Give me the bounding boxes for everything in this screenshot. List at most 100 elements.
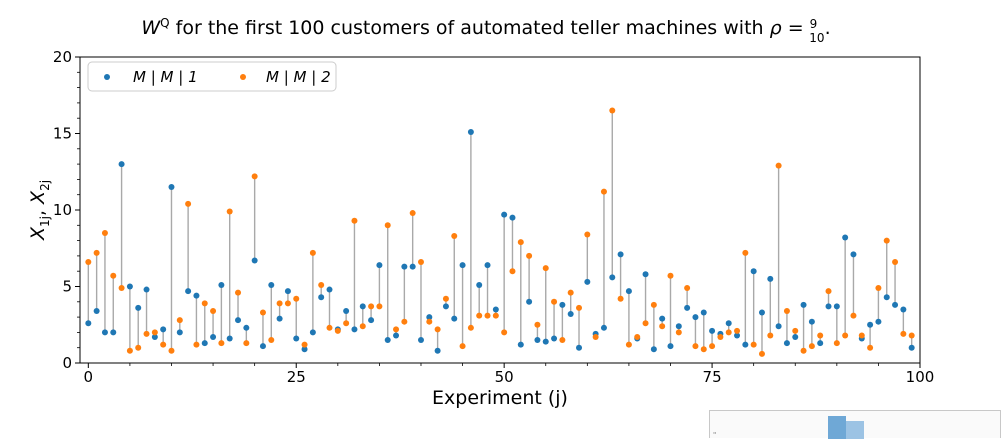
point-mm2	[559, 337, 566, 344]
point-mm1	[734, 332, 741, 339]
point-mm2	[351, 217, 358, 224]
point-mm2	[492, 312, 499, 319]
point-mm2	[742, 249, 749, 256]
point-mm2	[409, 210, 416, 217]
point-mm2	[293, 295, 300, 302]
point-mm2	[867, 344, 874, 351]
point-mm2	[817, 332, 824, 339]
point-mm1	[576, 344, 583, 351]
legend-label-mm1: M | M | 1	[133, 68, 198, 86]
point-mm1	[185, 288, 192, 295]
point-mm1	[351, 326, 358, 333]
point-mm2	[326, 324, 333, 331]
thumbnail-preview: "	[709, 410, 1001, 439]
point-mm1	[900, 306, 907, 313]
point-mm1	[193, 292, 200, 299]
x-tick-label: 50	[495, 368, 514, 386]
point-mm1	[160, 326, 167, 333]
point-mm1	[276, 315, 283, 322]
point-mm1	[442, 303, 449, 310]
point-mm2	[534, 321, 541, 328]
point-mm1	[742, 341, 749, 348]
point-mm1	[559, 301, 566, 308]
point-mm2	[93, 249, 100, 256]
y-tick-label: 15	[53, 125, 72, 143]
point-mm2	[151, 329, 158, 336]
point-mm2	[185, 200, 192, 207]
point-mm2	[268, 337, 275, 344]
point-mm2	[800, 347, 807, 354]
point-mm2	[526, 252, 533, 259]
point-mm1	[318, 294, 325, 301]
point-mm2	[600, 188, 607, 195]
point-mm1	[567, 311, 574, 318]
point-mm1	[259, 343, 266, 350]
legend-label-mm2: M | M | 2	[266, 68, 331, 86]
point-mm2	[401, 318, 408, 325]
point-mm1	[417, 337, 424, 344]
point-mm1	[867, 321, 874, 328]
point-mm2	[467, 324, 474, 331]
point-mm2	[775, 162, 782, 169]
point-mm1	[675, 323, 682, 330]
point-mm2	[459, 343, 466, 350]
point-mm2	[368, 303, 375, 310]
point-mm2	[334, 327, 341, 334]
point-mm1	[758, 309, 765, 316]
point-mm2	[650, 301, 657, 308]
point-mm1	[409, 263, 416, 270]
point-mm2	[101, 229, 108, 236]
legend-box	[87, 61, 337, 92]
point-mm2	[193, 341, 200, 348]
point-mm1	[709, 327, 716, 334]
y-axis-label: X1j, X2j	[27, 180, 52, 241]
point-mm2	[684, 285, 691, 292]
point-mm2	[259, 309, 266, 316]
point-mm2	[892, 259, 899, 266]
point-mm2	[442, 295, 449, 302]
point-mm1	[692, 314, 699, 321]
point-mm1	[451, 315, 458, 322]
point-mm2	[235, 289, 242, 296]
point-mm2	[343, 320, 350, 327]
point-mm2	[384, 222, 391, 229]
point-mm2	[667, 272, 674, 279]
point-mm1	[617, 251, 624, 258]
point-mm2	[85, 259, 92, 266]
point-mm1	[243, 324, 250, 331]
point-mm1	[101, 329, 108, 336]
x-tick-label: 100	[906, 368, 935, 386]
point-mm2	[675, 329, 682, 336]
point-mm1	[309, 329, 316, 336]
point-mm1	[609, 274, 616, 281]
x-axis-label: Experiment (j)	[432, 387, 568, 409]
point-mm2	[201, 300, 208, 307]
point-mm1	[268, 281, 275, 288]
point-mm2	[143, 330, 150, 337]
point-mm2	[692, 343, 699, 350]
point-mm1	[584, 278, 591, 285]
point-mm1	[725, 320, 732, 327]
point-mm1	[135, 304, 142, 311]
point-mm1	[875, 318, 882, 325]
point-mm1	[659, 315, 666, 322]
point-mm1	[326, 286, 333, 293]
point-mm1	[218, 281, 225, 288]
point-mm2	[176, 317, 183, 324]
point-mm2	[584, 231, 591, 238]
legend-marker-mm2	[240, 74, 246, 80]
point-mm2	[792, 327, 799, 334]
chart: WQ for the first 100 customers of automa…	[27, 16, 935, 409]
point-mm1	[817, 340, 824, 347]
point-mm1	[126, 283, 133, 290]
chart-title: WQ for the first 100 customers of automa…	[141, 16, 830, 45]
point-mm1	[426, 314, 433, 321]
point-mm2	[842, 332, 849, 339]
point-mm1	[393, 332, 400, 339]
point-mm2	[309, 249, 316, 256]
point-mm1	[376, 262, 383, 269]
point-mm1	[384, 337, 391, 344]
point-mm2	[709, 343, 716, 350]
point-mm2	[160, 341, 167, 348]
point-mm2	[135, 344, 142, 351]
